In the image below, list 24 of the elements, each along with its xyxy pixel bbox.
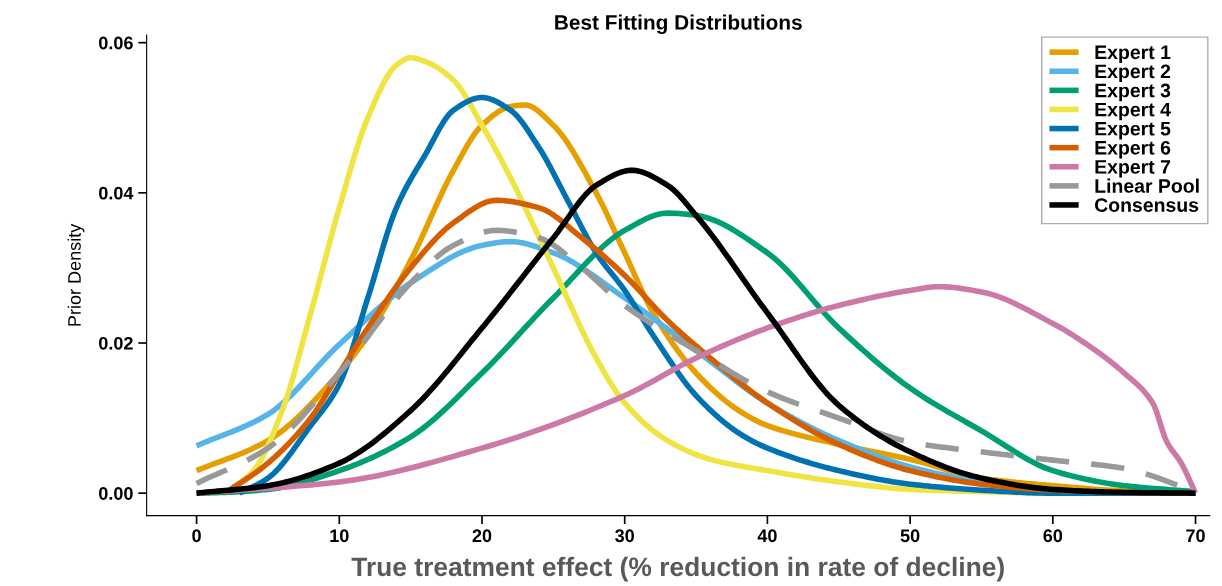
y-axis-title: Prior Density [67, 223, 85, 326]
legend-label: Linear Pool [1095, 178, 1199, 193]
x-axis-title: True treatment effect (% reduction in rate of decline) [351, 556, 1004, 582]
y-tick-label: 0.02 [99, 336, 133, 350]
x-tick-label: 20 [472, 529, 492, 543]
y-tick-label: 0.06 [99, 36, 133, 50]
x-tick-label: 50 [900, 529, 920, 543]
legend-label: Expert 6 [1095, 140, 1171, 159]
legend-label: Expert 1 [1095, 45, 1171, 64]
x-tick-label: 0 [192, 529, 201, 543]
x-tick-label: 10 [330, 529, 349, 543]
legend-label: Expert 2 [1095, 64, 1171, 83]
x-tick-label: 60 [1043, 529, 1063, 543]
legend-label: Expert 5 [1095, 121, 1171, 140]
legend-label: Expert 4 [1095, 102, 1171, 121]
legend-label: Expert 7 [1095, 160, 1171, 178]
legend-label: Consensus [1094, 198, 1199, 212]
x-tick-label: 30 [615, 529, 634, 543]
chart-title: Best Fitting Distributions [555, 14, 802, 35]
x-tick-label: 70 [1186, 529, 1205, 543]
x-tick-label: 40 [757, 529, 777, 543]
y-tick-label: 0.00 [99, 487, 133, 500]
y-tick-label: 0.04 [99, 186, 134, 200]
legend-label: Expert 3 [1095, 83, 1171, 102]
